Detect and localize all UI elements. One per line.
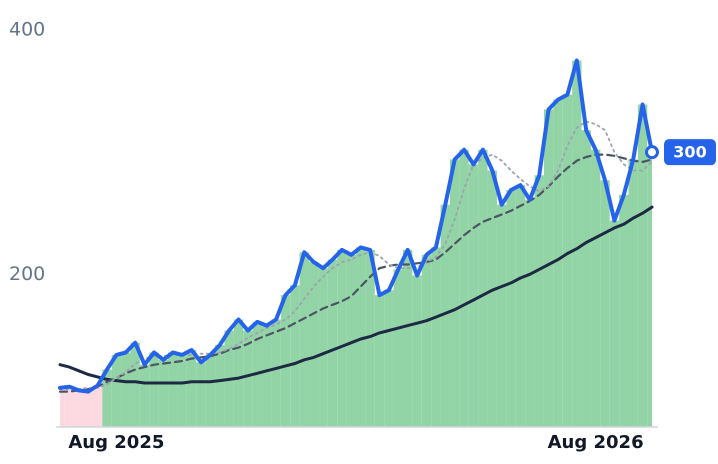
price-area-column <box>449 159 460 427</box>
price-area-column <box>365 249 375 427</box>
price-area-column <box>647 152 652 427</box>
price-area-column <box>440 204 450 427</box>
y-tick-label: 200 <box>9 263 45 285</box>
price-area-column <box>168 352 178 427</box>
price-area-column <box>421 254 432 427</box>
price-area-column <box>506 190 516 427</box>
x-tick-label: Aug 2025 <box>68 432 164 453</box>
price-area-column <box>205 354 216 427</box>
price-area-column <box>290 285 300 427</box>
price-area-column <box>318 268 328 427</box>
y-tick-label: 400 <box>9 19 45 41</box>
price-area-column <box>177 354 187 427</box>
price-area-column <box>628 159 638 427</box>
last-price-dot <box>645 145 659 160</box>
price-area-column <box>327 259 338 427</box>
price-area-column <box>572 60 582 428</box>
mid-ma-line <box>58 153 654 393</box>
price-area-column <box>64 386 75 427</box>
price-area-column <box>543 109 554 428</box>
x-tick-label: Aug 2026 <box>548 432 644 453</box>
price-area-column <box>609 220 620 427</box>
price-area-column <box>412 275 422 427</box>
price-area-column <box>356 247 366 427</box>
price-area-column <box>262 325 272 427</box>
price-area-column <box>487 170 497 427</box>
price-area-column <box>196 362 206 427</box>
area-layer <box>60 60 652 428</box>
price-area-column <box>459 149 469 428</box>
price-area-column <box>74 390 84 427</box>
price-area-column <box>525 199 535 427</box>
price-area-column <box>149 352 159 427</box>
price-area-column <box>280 295 291 427</box>
price-area-column <box>121 352 131 427</box>
label-layer: 200 400 Aug 2025 Aug 2026 300 <box>9 19 716 453</box>
price-area-column <box>158 359 169 427</box>
price-area-column <box>309 262 319 427</box>
price-area-column <box>346 254 356 427</box>
price-area-column <box>431 247 441 427</box>
price-area-column <box>233 319 244 427</box>
price-area-column <box>590 149 601 428</box>
price-area-column <box>111 354 122 427</box>
price-area-column <box>337 249 347 427</box>
price-area-column <box>83 391 93 427</box>
last-price-label: 300 <box>673 143 706 162</box>
price-area-column <box>562 94 573 427</box>
price-area-column <box>600 180 610 427</box>
price-area-column <box>102 369 112 427</box>
price-area-column <box>60 387 65 427</box>
price-area-column <box>581 130 591 428</box>
price-area-column <box>402 249 413 427</box>
price-area-column <box>393 269 403 427</box>
price-area-column <box>468 164 479 427</box>
price-area-column <box>92 385 103 427</box>
price-area-column <box>637 104 648 427</box>
price-area-column <box>553 99 563 428</box>
price-area-column <box>271 319 281 427</box>
last-price-badge <box>664 139 716 166</box>
price-area-column <box>374 295 385 427</box>
long-ma-line <box>58 205 654 385</box>
price-area-column <box>243 330 253 427</box>
price-area-column <box>384 290 394 427</box>
price-area-column <box>215 345 225 427</box>
price-area-column <box>478 149 488 428</box>
line-layer <box>58 58 659 394</box>
price-area-column <box>139 364 150 427</box>
price-area-column <box>299 252 310 427</box>
price-line <box>58 58 654 394</box>
price-area-column <box>186 350 197 427</box>
price-area-column <box>534 175 544 427</box>
price-area-column <box>619 194 629 427</box>
price-area-column <box>515 185 526 427</box>
price-area-column <box>496 204 507 427</box>
price-area-column <box>130 342 140 427</box>
